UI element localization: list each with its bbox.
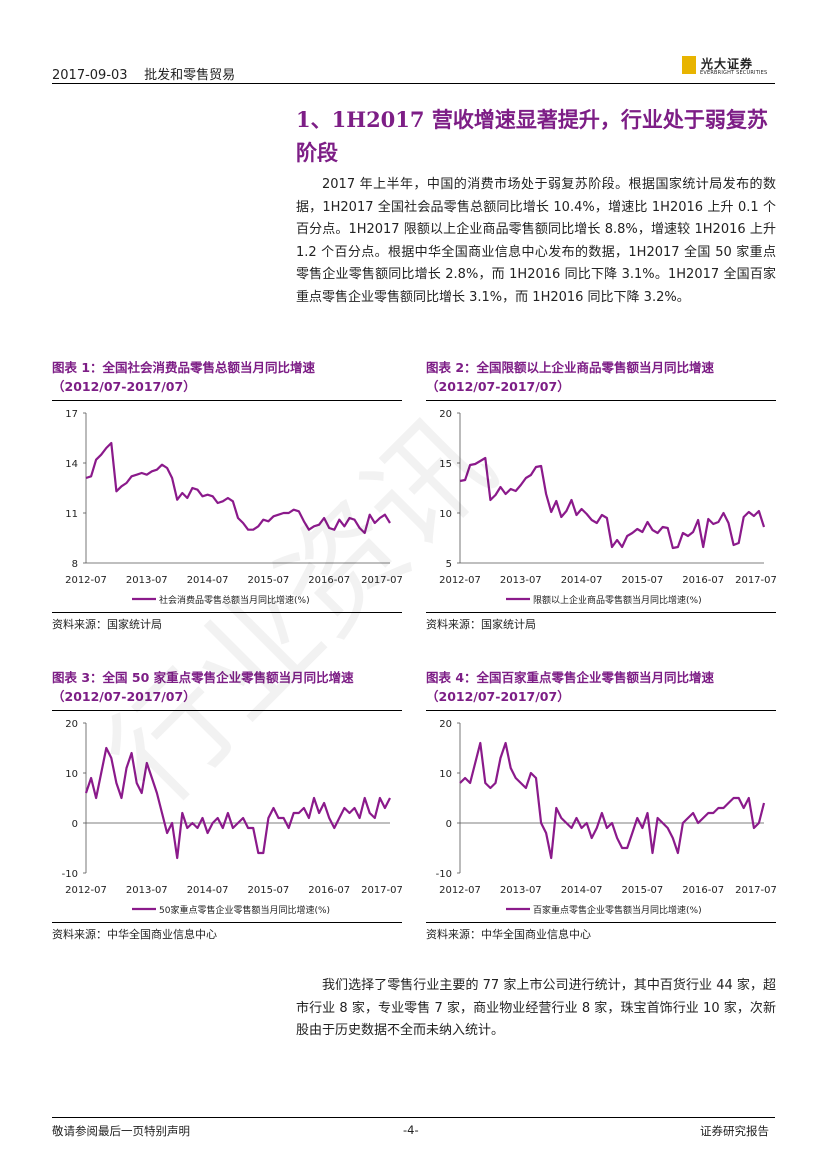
- chart1-plot: 8 11 14 17 2012-07 2013-07 2014-07 2015-07 2016-…: [65, 409, 402, 606]
- chart4-x-tick-label: 2016-07: [682, 885, 724, 896]
- chart4-bottom-rule: [426, 922, 776, 923]
- chart1-y-tick-label: 11: [65, 509, 78, 520]
- chart3-legend-label: 50家重点零售企业零售额当月同比增速(%): [159, 904, 330, 916]
- chart4-y-tick-label: 10: [439, 769, 452, 780]
- chart1-y-tick-label: 17: [65, 409, 78, 420]
- logo-cn: 光大证券: [701, 57, 754, 71]
- chart3-series-line: [84, 746, 391, 860]
- footer-divider: [52, 1117, 775, 1118]
- chart1-x-tick-label: 2016-07: [308, 575, 350, 586]
- chart2-source: 资料来源：国家统计局: [426, 618, 536, 631]
- chart1-x-tick-label: 2012-07: [65, 575, 107, 586]
- chart3-y-tick-label: 20: [65, 719, 78, 730]
- chart2-y-tick-label: 5: [446, 559, 452, 570]
- chart3-y-tick-label: 0: [72, 819, 78, 830]
- chart4-subtitle: （2012/07-2017/07）: [426, 689, 570, 704]
- intro-paragraph-text: 2017 年上半年，中国的消费市场处于弱复苏阶段。根据国家统计局发布的数据，1H…: [296, 177, 776, 305]
- chart2-title-block: 图表 2：全国限额以上企业商品零售额当月同比增速 （2012/07-2017/07…: [426, 358, 786, 396]
- chart2-y-tick-label: 10: [439, 509, 452, 520]
- chart4-plot: -10 0 10 20 2012-07 2013-07 2014-07 2015-07 2016…: [436, 719, 776, 916]
- chart3-y-tick-label: 10: [65, 769, 78, 780]
- page-number: -4-: [403, 1123, 419, 1137]
- report-section: 批发和零售贸易: [144, 68, 236, 83]
- chart3-x-tick-label: 2012-07: [65, 885, 107, 896]
- chart2-x-tick-label: 2013-07: [500, 575, 542, 586]
- chart1-y-tick-label: 14: [65, 459, 78, 470]
- chart1-series-line: [85, 441, 391, 535]
- chart4-x-tick-label: 2013-07: [500, 885, 542, 896]
- chart1-legend-label: 社会消费品零售总额当月同比增速(%): [159, 594, 310, 606]
- chart1-top-rule: [52, 400, 402, 401]
- chart1-x-tick-label: 2017-07: [361, 575, 402, 586]
- chart2-bottom-rule: [426, 612, 776, 613]
- chart1-x-tick-label: 2013-07: [126, 575, 168, 586]
- intro-paragraph: 2017 年上半年，中国的消费市场处于弱复苏阶段。根据国家统计局发布的数据，1H…: [296, 174, 776, 309]
- report-date: 2017-09-03: [52, 68, 128, 83]
- chart2-legend-label: 限额以上企业商品零售额当月同比增速(%): [533, 594, 702, 606]
- chart1-title: 图表 1：全国社会消费品零售总额当月同比增速: [52, 360, 316, 375]
- chart3-bottom-rule: [52, 922, 402, 923]
- chart4-x-tick-label: 2015-07: [622, 885, 664, 896]
- chart3-subtitle: （2012/07-2017/07）: [52, 689, 196, 704]
- chart4-y-tick-label: 20: [439, 719, 452, 730]
- chart3-plot: -10 0 10 20 2012-07 2013-07 2014-07 2015-07 2016…: [62, 719, 402, 916]
- chart1-x-tick-label: 2014-07: [187, 575, 229, 586]
- chart1-source: 资料来源：国家统计局: [52, 618, 162, 631]
- chart1-bottom-rule: [52, 612, 402, 613]
- chart1-y-tick-label: 8: [72, 559, 78, 570]
- chart1-subtitle: （2012/07-2017/07）: [52, 379, 196, 394]
- chart2-plot: 5 10 15 20 2012-07 2013-07 2014-07 2015-07 2016-…: [439, 409, 776, 606]
- chart4-top-rule: [426, 710, 776, 711]
- logo-mark-icon: [682, 56, 696, 74]
- chart2-y-tick-label: 15: [439, 459, 452, 470]
- chart2-title: 图表 2：全国限额以上企业商品零售额当月同比增速: [426, 360, 715, 375]
- chart3-x-tick-label: 2017-07: [361, 885, 402, 896]
- report-date-section: 2017-09-03 批发和零售贸易: [52, 64, 235, 83]
- chart2-series-line: [459, 456, 766, 550]
- chart4-x-tick-label: 2014-07: [561, 885, 603, 896]
- chart3-source: 资料来源：中华全国商业信息中心: [52, 928, 217, 941]
- sample-paragraph-text: 我们选择了零售行业主要的 77 家上市公司进行统计，其中百货行业 44 家，超市…: [296, 978, 776, 1038]
- chart4-source: 资料来源：中华全国商业信息中心: [426, 928, 591, 941]
- chart1-x-tick-label: 2015-07: [248, 575, 290, 586]
- chart2-x-tick-label: 2014-07: [561, 575, 603, 586]
- chart3-top-rule: [52, 710, 402, 711]
- chart3-y-tick-label: -10: [62, 869, 78, 880]
- chart2-x-tick-label: 2015-07: [622, 575, 664, 586]
- logo-en: EVERBRIGHT SECURITIES: [700, 70, 768, 76]
- chart4-y-tick-label: 0: [446, 819, 452, 830]
- chart2-y-tick-label: 20: [439, 409, 452, 420]
- section-heading: 1、1H2017 营收增速显著提升，行业处于弱复苏阶段: [296, 107, 768, 165]
- chart4-title: 图表 4：全国百家重点零售企业零售额当月同比增速: [426, 670, 715, 685]
- chart3-title-block: 图表 3：全国 50 家重点零售企业零售额当月同比增速 （2012/07-2017…: [52, 668, 412, 706]
- chart4-series-line: [459, 741, 766, 860]
- chart2-x-tick-label: 2017-07: [735, 575, 776, 586]
- chart3-x-tick-label: 2014-07: [187, 885, 229, 896]
- chart3-x-tick-label: 2016-07: [308, 885, 350, 896]
- chart2-top-rule: [426, 400, 776, 401]
- footer-disclaimer: 敬请参阅最后一页特别声明: [52, 1124, 190, 1138]
- chart1-title-block: 图表 1：全国社会消费品零售总额当月同比增速 （2012/07-2017/07）: [52, 358, 412, 396]
- chart3-title: 图表 3：全国 50 家重点零售企业零售额当月同比增速: [52, 670, 354, 685]
- chart4-x-tick-label: 2012-07: [439, 885, 481, 896]
- sample-paragraph: 我们选择了零售行业主要的 77 家上市公司进行统计，其中百货行业 44 家，超市…: [296, 975, 776, 1043]
- chart2-x-tick-label: 2012-07: [439, 575, 481, 586]
- header-divider: [52, 83, 775, 84]
- chart2-subtitle: （2012/07-2017/07）: [426, 379, 570, 394]
- chart2-x-tick-label: 2016-07: [682, 575, 724, 586]
- chart4-y-tick-label: -10: [436, 869, 452, 880]
- chart4-legend-label: 百家重点零售企业零售额当月同比增速(%): [533, 904, 702, 916]
- chart3-x-tick-label: 2013-07: [126, 885, 168, 896]
- footer-report-type: 证券研究报告: [700, 1124, 769, 1138]
- chart4-x-tick-label: 2017-07: [735, 885, 776, 896]
- chart4-title-block: 图表 4：全国百家重点零售企业零售额当月同比增速 （2012/07-2017/07…: [426, 668, 786, 706]
- chart3-x-tick-label: 2015-07: [248, 885, 290, 896]
